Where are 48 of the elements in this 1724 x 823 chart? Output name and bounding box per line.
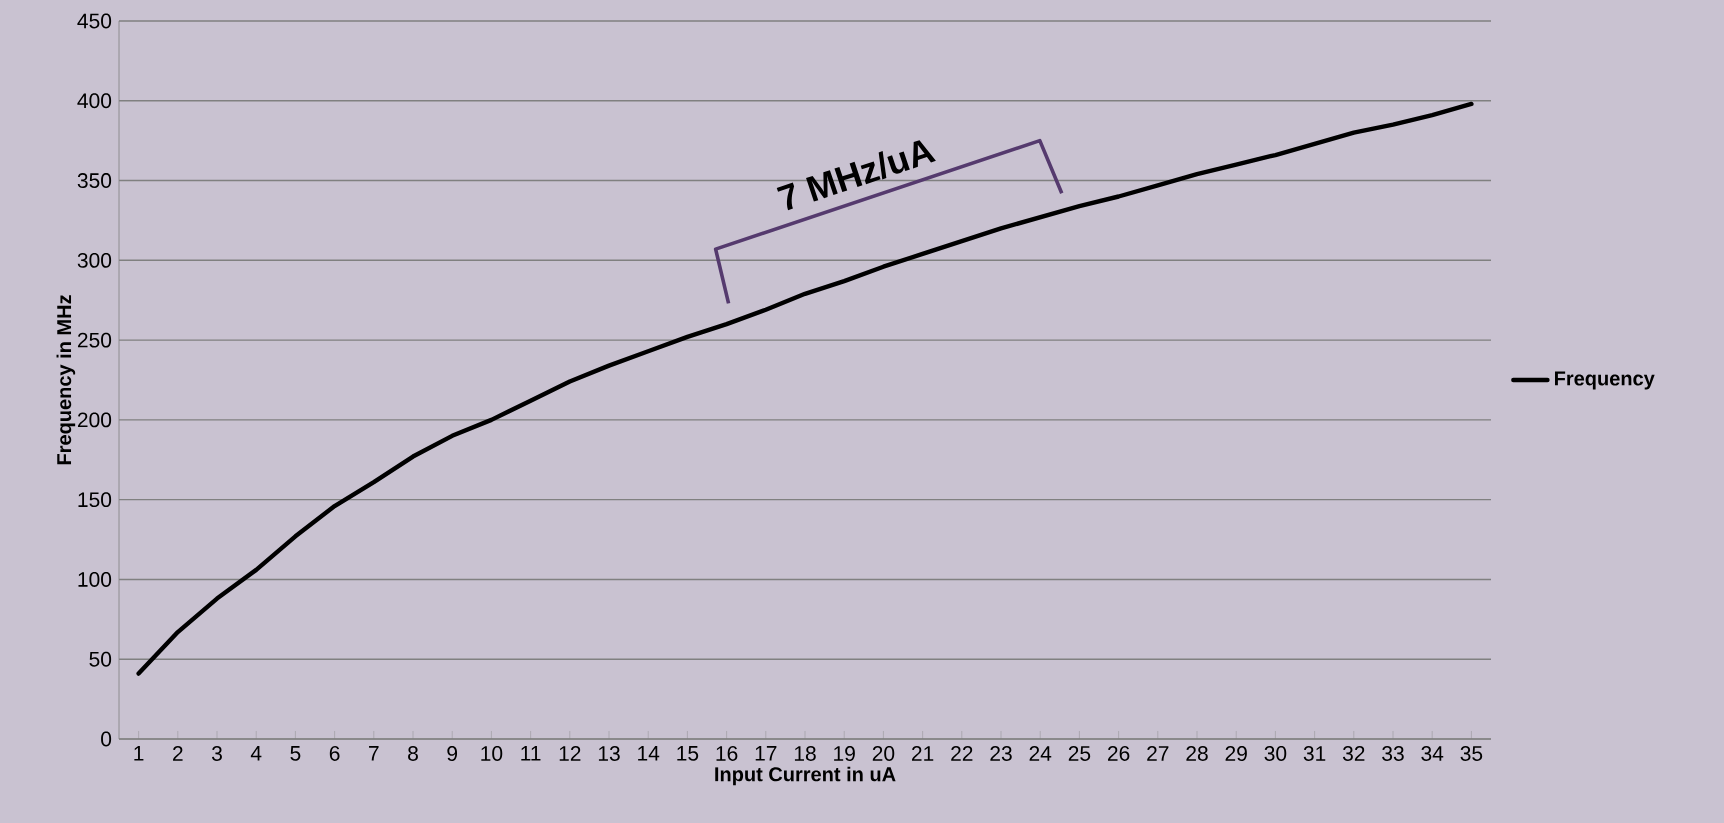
- x-tick-label: 29: [1225, 746, 1247, 761]
- y-tick-label: 250: [77, 332, 112, 348]
- x-tick-label: 11: [521, 746, 541, 761]
- x-tick-label: 19: [834, 746, 855, 761]
- x-tick-label: 32: [1342, 746, 1365, 761]
- x-tick-label: 3: [211, 746, 222, 761]
- x-tick-label: 33: [1382, 746, 1404, 761]
- x-tick-label: 10: [481, 746, 503, 761]
- x-tick-label: 16: [716, 746, 738, 761]
- x-tick-label: 26: [1107, 746, 1130, 761]
- x-tick-label: 30: [1264, 746, 1287, 761]
- x-tick-label: 23: [990, 746, 1012, 761]
- x-tick-label: 6: [329, 746, 340, 761]
- x-tick-label: 27: [1147, 746, 1169, 761]
- x-tick-label: 4: [250, 746, 262, 761]
- y-tick-label: 350: [77, 173, 112, 188]
- y-tick-label: 200: [77, 412, 112, 428]
- y-tick-label: 100: [78, 572, 112, 587]
- x-tick-label: 9: [447, 746, 458, 761]
- x-tick-label: 1: [134, 746, 144, 761]
- y-tick-label: 50: [89, 651, 112, 667]
- y-tick-label: 0: [101, 731, 112, 747]
- x-tick-label: 35: [1460, 746, 1483, 761]
- x-tick-label: 7: [369, 746, 379, 761]
- x-tick-label: 14: [638, 746, 660, 761]
- y-axis-title: Frequency in MHz: [56, 295, 76, 465]
- x-tick-label: 15: [677, 746, 699, 761]
- y-tick-label: 300: [77, 252, 112, 268]
- x-tick-label: 21: [911, 746, 934, 761]
- x-tick-label: 12: [559, 746, 581, 761]
- y-tick-label: 400: [77, 93, 112, 109]
- legend-label: Frequency: [1555, 371, 1655, 390]
- x-tick-label: 13: [598, 746, 620, 761]
- x-axis-title: Input Current in uA: [715, 766, 896, 786]
- x-tick-label: 22: [951, 746, 973, 761]
- x-tick-label: 17: [755, 746, 777, 761]
- x-tick-label: 28: [1186, 746, 1208, 761]
- y-tick-label: 450: [77, 13, 112, 29]
- y-tick-label: 150: [78, 492, 112, 508]
- x-tick-label: 25: [1068, 746, 1091, 761]
- x-tick-label: 20: [872, 746, 895, 761]
- x-tick-label: 18: [794, 746, 816, 761]
- x-tick-label: 8: [408, 746, 418, 761]
- x-tick-label: 5: [290, 746, 301, 761]
- x-tick-label: 24: [1029, 746, 1052, 761]
- x-tick-label: 2: [173, 746, 183, 761]
- x-tick-label: 34: [1421, 746, 1444, 761]
- x-tick-label: 31: [1303, 746, 1326, 761]
